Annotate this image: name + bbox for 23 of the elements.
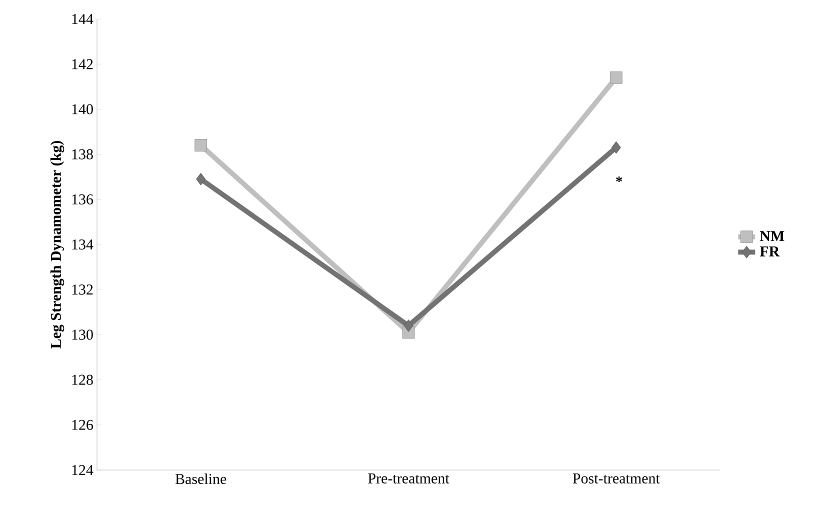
y-tick-label: 132 (72, 284, 93, 295)
point (196, 172, 206, 186)
y-tick-label: 144 (72, 14, 94, 24)
point (404, 319, 414, 332)
y-tick-label: 140 (72, 104, 93, 114)
y-tick-label: 124 (72, 465, 94, 475)
y-tick-label: 138 (72, 149, 93, 160)
point (611, 141, 621, 154)
x-tick-label: Baseline (175, 474, 226, 484)
x-tick-label: Post-treatment (572, 474, 660, 484)
y-tick-label: 130 (72, 330, 93, 340)
legend-label: FR (760, 246, 780, 256)
y-tick-label: 126 (72, 420, 94, 430)
point (194, 139, 208, 152)
y-tick-label: 142 (72, 59, 93, 70)
point (610, 71, 622, 84)
x-tick-label: Pre-treatment (368, 474, 450, 484)
y-tick-label: 134 (72, 239, 94, 250)
legend-label: NM (760, 231, 784, 242)
y-tick-label: 128 (72, 374, 93, 385)
y-axis-title: Leg Strength Dynamometer (kg) (50, 140, 64, 348)
annotation: * (616, 176, 622, 182)
y-tick-label: 136 (72, 194, 94, 204)
